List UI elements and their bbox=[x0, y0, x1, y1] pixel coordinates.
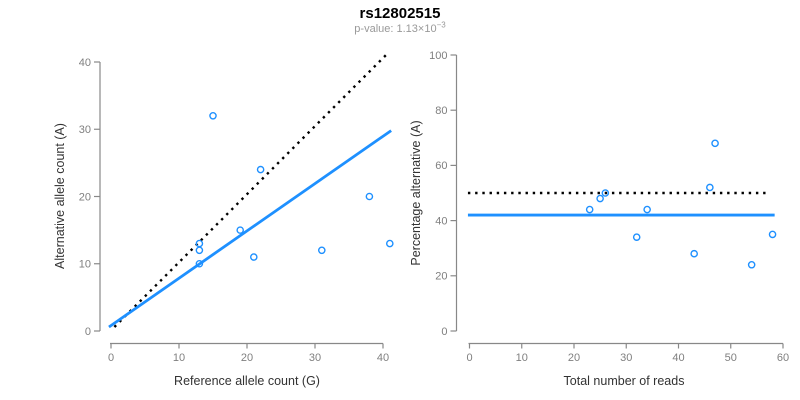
y-tick-label: 40 bbox=[79, 57, 91, 69]
x-tick-label: 40 bbox=[672, 352, 684, 364]
data-point bbox=[365, 192, 374, 201]
data-point bbox=[596, 194, 604, 203]
x-tick-label: 10 bbox=[173, 352, 185, 364]
x-tick-label: 0 bbox=[108, 352, 114, 364]
data-point bbox=[236, 226, 244, 234]
data-point bbox=[585, 205, 594, 214]
data-point bbox=[601, 189, 610, 197]
identity-line bbox=[113, 51, 390, 328]
y-tick-label: 0 bbox=[85, 326, 91, 338]
y-axis-title: Percentage alternative (A) bbox=[409, 120, 423, 265]
x-tick-label: 0 bbox=[466, 352, 472, 364]
x-axis-title: Reference allele count (G) bbox=[174, 374, 320, 388]
y-tick-label: 20 bbox=[79, 191, 91, 203]
figure-subtitle: p-value: 1.13×10−3 bbox=[0, 20, 800, 35]
x-tick-label: 30 bbox=[620, 352, 632, 364]
pvalue-exponent: −3 bbox=[436, 20, 446, 30]
y-tick-label: 80 bbox=[435, 105, 447, 117]
plot-panel-percentage-vs-coverage: 0 20 40 60 80 100 0 10 20 30 40 50 60 Total number of… bbox=[409, 50, 789, 388]
x-tick-label: 20 bbox=[241, 352, 253, 364]
y-tick-label: 10 bbox=[79, 259, 91, 271]
y-tick-label: 0 bbox=[441, 326, 447, 338]
y-tick-label: 20 bbox=[435, 271, 447, 283]
y-tick-label: 60 bbox=[435, 160, 447, 172]
pvalue-text: p-value: 1.13×10 bbox=[354, 23, 437, 35]
regression-line bbox=[108, 129, 392, 329]
x-tick-label: 40 bbox=[377, 352, 389, 364]
data-point bbox=[249, 253, 258, 261]
y-tick-label: 40 bbox=[435, 215, 447, 227]
x-tick-label: 20 bbox=[568, 352, 580, 364]
y-axis-title: Alternative allele count (A) bbox=[53, 123, 67, 269]
plot-panel-allele-counts: 0 10 20 30 40 0 10 20 30 40 Reference allele count… bbox=[53, 51, 394, 388]
x-tick-label: 60 bbox=[777, 352, 789, 364]
data-point bbox=[195, 259, 204, 268]
figure-title: rs12802515 bbox=[359, 5, 441, 22]
x-tick-label: 10 bbox=[516, 352, 528, 364]
data-point bbox=[256, 165, 265, 174]
x-tick-label: 30 bbox=[309, 352, 321, 364]
data-point bbox=[690, 249, 698, 258]
x-axis-title: Total number of reads bbox=[564, 374, 685, 388]
y-tick-label: 100 bbox=[429, 50, 447, 62]
data-point bbox=[768, 230, 777, 239]
data-point bbox=[643, 205, 651, 214]
data-point bbox=[632, 233, 641, 241]
data-point bbox=[195, 246, 204, 255]
data-point bbox=[209, 112, 217, 120]
y-tick-label: 30 bbox=[79, 124, 91, 136]
data-point bbox=[747, 260, 756, 269]
data-point bbox=[711, 139, 719, 148]
data-point bbox=[706, 183, 714, 192]
data-point bbox=[385, 239, 394, 248]
data-point bbox=[317, 246, 326, 255]
x-tick-label: 50 bbox=[725, 352, 737, 364]
